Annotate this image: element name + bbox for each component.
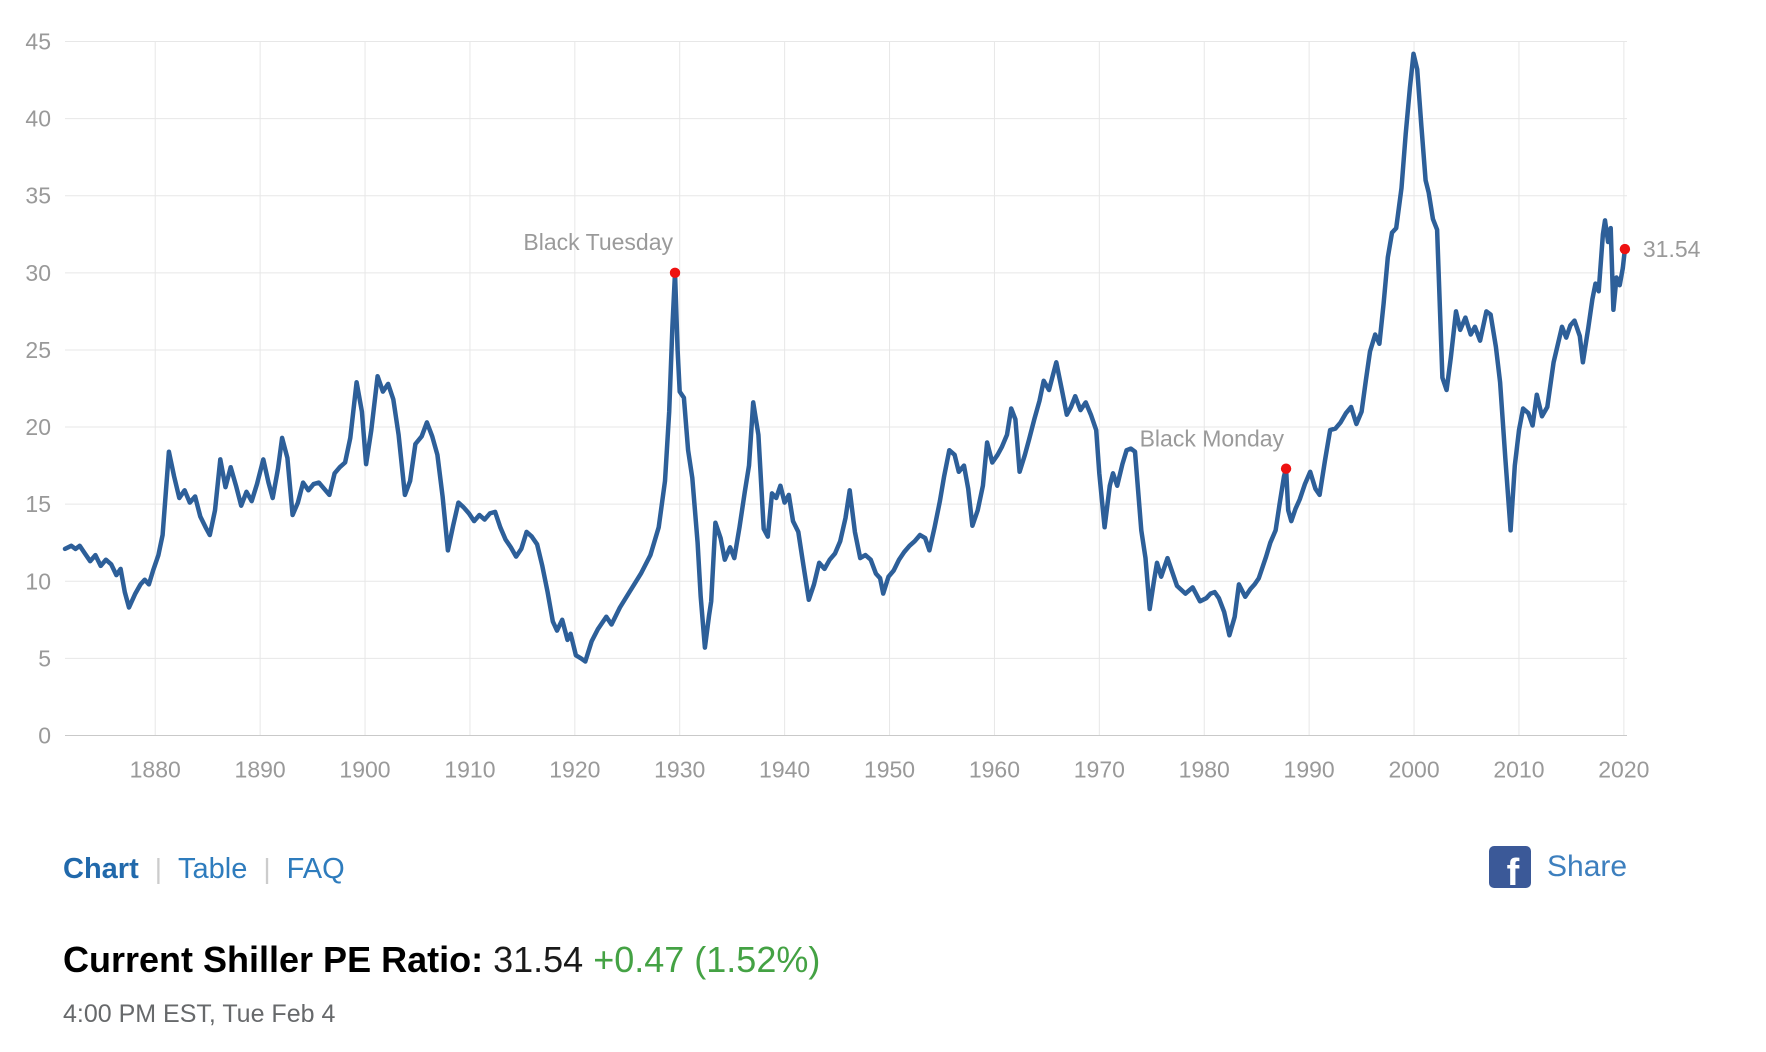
x-axis-tick-label: 2000 xyxy=(1388,757,1439,783)
x-axis-tick-label: 1890 xyxy=(235,757,286,783)
x-axis-tick-label: 1930 xyxy=(654,757,705,783)
annotation-label: Black Monday xyxy=(1140,426,1285,452)
x-axis-tick-label: 2020 xyxy=(1598,757,1649,783)
y-axis-tick-label: 30 xyxy=(25,260,51,286)
y-axis-tick-label: 45 xyxy=(25,29,51,55)
y-axis-tick-label: 25 xyxy=(25,337,51,363)
y-axis-tick-label: 5 xyxy=(38,645,51,671)
y-axis-tick-label: 0 xyxy=(38,723,51,749)
y-axis-tick-label: 15 xyxy=(25,491,51,517)
event-marker-dot[interactable] xyxy=(1280,463,1292,474)
x-axis-tick-label: 1880 xyxy=(130,757,181,783)
tab-separator: | xyxy=(154,853,163,884)
facebook-icon[interactable]: f xyxy=(1489,846,1531,888)
x-axis-tick-label: 1980 xyxy=(1179,757,1230,783)
shiller-pe-line[interactable] xyxy=(62,51,1628,664)
y-axis-tick-label: 20 xyxy=(25,414,51,440)
facebook-share-button[interactable]: f Share xyxy=(1489,846,1627,888)
event-marker-dot[interactable] xyxy=(669,267,681,279)
current-ratio-value: 31.54 xyxy=(493,939,584,980)
y-axis-tick-label: 40 xyxy=(25,106,51,132)
tab-table[interactable]: Table xyxy=(178,853,248,885)
annotation-label: Black Tuesday xyxy=(523,229,673,255)
x-axis-tick-label: 2010 xyxy=(1493,757,1544,783)
quote-timestamp: 4:00 PM EST, Tue Feb 4 xyxy=(63,1000,336,1028)
x-axis-tick-label: 1970 xyxy=(1074,757,1125,783)
x-axis-tick-label: 1940 xyxy=(759,757,810,783)
annotation-label: 31.54 xyxy=(1643,236,1701,262)
tab-separator: | xyxy=(263,853,271,884)
shiller-pe-chart[interactable]: 1880 1890 1900 1910 1920 1930 1940 1950 1960 1970… xyxy=(0,0,1766,800)
event-marker-dot[interactable] xyxy=(1619,243,1631,255)
x-axis-tick-label: 1920 xyxy=(549,757,600,783)
x-axis-tick-label: 1900 xyxy=(339,757,390,783)
y-axis-tick-label: 10 xyxy=(25,568,51,594)
x-axis-tick-label: 1990 xyxy=(1284,757,1335,783)
x-axis-tick-label: 1910 xyxy=(444,757,495,783)
view-tabs: Chart | Table | FAQ xyxy=(63,849,345,889)
current-ratio-change: +0.47 (1.52%) xyxy=(593,939,821,980)
tab-faq[interactable]: FAQ xyxy=(286,853,345,885)
current-ratio-label: Current Shiller PE Ratio: xyxy=(63,939,484,980)
current-ratio-summary: Current Shiller PE Ratio: 31.54 +0.47 (1… xyxy=(63,938,820,982)
x-axis-tick-label: 1950 xyxy=(864,757,915,783)
chart-svg[interactable]: 1880 1890 1900 1910 1920 1930 1940 1950 1960 1970… xyxy=(0,0,1766,800)
x-axis-tick-label: 1960 xyxy=(969,757,1020,783)
facebook-f-glyph: f xyxy=(1506,852,1520,888)
tab-chart[interactable]: Chart xyxy=(63,853,139,885)
y-axis-tick-label: 35 xyxy=(25,183,51,209)
share-label[interactable]: Share xyxy=(1547,850,1628,883)
